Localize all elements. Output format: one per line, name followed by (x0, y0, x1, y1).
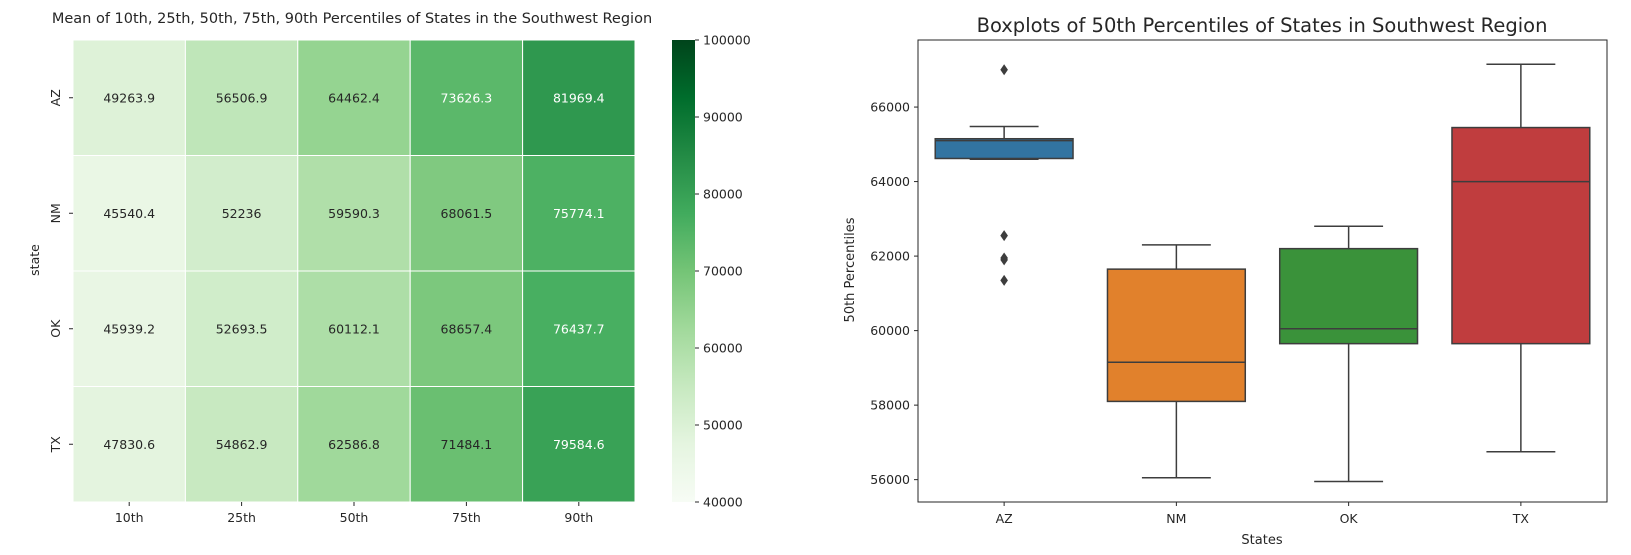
heatmap-x-tick-label: 75th (452, 510, 481, 525)
boxplot-x-ticks: AZ NM OK TX (996, 502, 1530, 526)
heatmap-cell-tx-25th (184, 386, 299, 503)
colorbar-tick-label: 90000 (703, 110, 743, 125)
heatmap-y-axis-label: state (27, 244, 42, 276)
heatmap-y-tick-label: OK (48, 319, 63, 338)
boxplot-chart: Boxplots of 50th Percentiles of States i… (843, 14, 1608, 548)
boxplot-title: Boxplots of 50th Percentiles of States i… (977, 14, 1548, 37)
boxplot-x-tick-label: NM (1166, 511, 1186, 526)
heatmap-cell-tx-50th (297, 386, 411, 503)
boxplot-y-tick-label: 58000 (870, 398, 910, 413)
heatmap-y-ticks: AZ NM OK TX (48, 89, 73, 453)
colorbar-tick-label: 100000 (703, 33, 751, 48)
heatmap-cell-label: 64462.4 (328, 90, 380, 105)
heatmap-x-tick-label: 10th (115, 510, 144, 525)
heatmap-x-tick-label: 25th (227, 510, 256, 525)
heatmap-cell-label: 79584.6 (553, 437, 605, 452)
heatmap-cell-label: 68657.4 (441, 321, 493, 336)
heatmap-cell-az-50th (297, 39, 411, 156)
colorbar-tick-label: 40000 (703, 495, 743, 510)
heatmap-cell-label: 73626.3 (441, 90, 493, 105)
heatmap-cell-nm-90th (522, 155, 636, 272)
boxplot-x-tick-label: OK (1340, 511, 1359, 526)
box-body (1278, 247, 1419, 345)
heatmap-chart: Mean of 10th, 25th, 50th, 75th, 90th Per… (27, 11, 751, 525)
heatmap-x-tick-label: 90th (564, 510, 593, 525)
heatmap-cell-label: 54862.9 (216, 437, 268, 452)
boxplot-x-tick-label: TX (1512, 511, 1530, 526)
boxplot-y-tick-label: 66000 (870, 100, 910, 115)
box-nm (1106, 244, 1247, 479)
heatmap-cell-az-10th (72, 39, 186, 156)
colorbar-tick-label: 70000 (703, 264, 743, 279)
boxplot-boxes (934, 63, 1591, 483)
boxplot-x-axis-label: States (1241, 533, 1282, 548)
colorbar-ticks: 40000 50000 60000 70000 80000 90000 100000 (695, 33, 751, 510)
heatmap-cell-label: 56506.9 (216, 90, 268, 105)
heatmap-cell-nm-10th (72, 155, 186, 272)
heatmap-cell-az-90th (522, 39, 636, 156)
boxplot-plot-area (917, 39, 1608, 503)
heatmap-cell-label: 52693.5 (216, 321, 268, 336)
heatmap-cell-label: 81969.4 (553, 90, 605, 105)
box-outlier-point (1000, 64, 1008, 76)
heatmap-cell-label: 49263.9 (103, 90, 155, 105)
boxplot-x-tick-label: AZ (996, 511, 1013, 526)
heatmap-cells (72, 39, 636, 503)
box-body (934, 137, 1074, 160)
heatmap-cell-tx-90th (522, 386, 636, 503)
box-outlier-point (1000, 230, 1008, 242)
heatmap-cell-label: 45939.2 (103, 321, 155, 336)
colorbar-tick-label: 80000 (703, 187, 743, 202)
box-outlier-point (1000, 254, 1008, 266)
heatmap-title: Mean of 10th, 25th, 50th, 75th, 90th Per… (52, 11, 652, 27)
heatmap-cell-label: 75774.1 (553, 206, 605, 221)
heatmap-cell-label: 71484.1 (441, 437, 493, 452)
heatmap-cell-ok-75th (409, 270, 524, 387)
heatmap-cell-ok-90th (522, 270, 636, 387)
box-az (934, 64, 1074, 286)
heatmap-cell-nm-50th (297, 155, 411, 272)
heatmap-cell-labels: 49263.9 56506.9 64462.4 73626.3 81969.4 45540… (103, 90, 604, 452)
heatmap-cell-label: 68061.5 (441, 206, 493, 221)
box-ok (1278, 225, 1419, 483)
boxplot-y-tick-label: 56000 (870, 472, 910, 487)
heatmap-cell-label: 76437.7 (553, 321, 605, 336)
heatmap-cell-ok-25th (184, 270, 299, 387)
boxplot-y-axis-label: 50th Percentiles (843, 217, 858, 322)
heatmap-y-tick-label: TX (48, 436, 63, 454)
heatmap-cell-label: 62586.8 (328, 437, 380, 452)
heatmap-cell-label: 45540.4 (103, 206, 155, 221)
heatmap-x-tick-label: 50th (340, 510, 369, 525)
heatmap-y-tick-label: NM (48, 203, 63, 223)
heatmap-cell-ok-50th (297, 270, 411, 387)
heatmap-y-tick-label: AZ (48, 89, 63, 106)
boxplot-y-ticks: 56000 58000 60000 62000 64000 66000 (870, 100, 918, 487)
heatmap-cell-tx-75th (409, 386, 524, 503)
colorbar-tick-label: 60000 (703, 341, 743, 356)
boxplot-y-tick-label: 60000 (870, 323, 910, 338)
box-outlier-point (1000, 274, 1008, 286)
boxplot-y-tick-label: 64000 (870, 174, 910, 189)
colorbar (672, 40, 695, 502)
heatmap-cell-az-25th (184, 39, 299, 156)
heatmap-cell-az-75th (409, 39, 524, 156)
heatmap-cell-label: 52236 (222, 206, 262, 221)
heatmap-x-ticks: 10th 25th 50th 75th 90th (115, 502, 593, 525)
colorbar-tick-label: 50000 (703, 418, 743, 433)
box-body (1106, 268, 1247, 403)
heatmap-cell-label: 59590.3 (328, 206, 380, 221)
heatmap-cell-label: 47830.6 (103, 437, 155, 452)
box-body (1451, 126, 1591, 345)
heatmap-cell-label: 60112.1 (328, 321, 380, 336)
box-tx (1451, 63, 1591, 453)
boxplot-y-tick-label: 62000 (870, 249, 910, 264)
